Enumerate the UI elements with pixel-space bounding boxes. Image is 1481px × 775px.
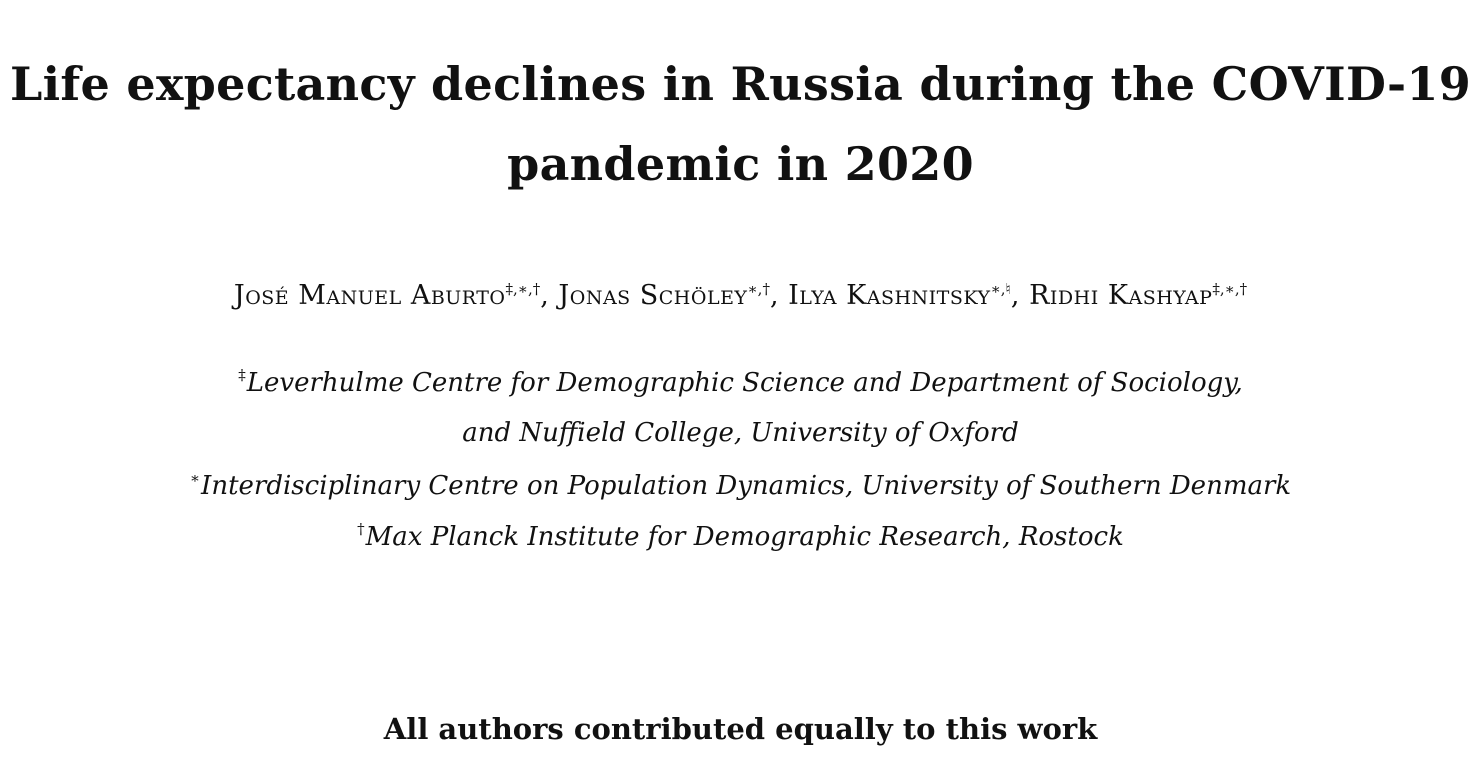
author-separator: , [1010, 280, 1030, 311]
paper-title: Life expectancy declines in Russia durin… [0, 44, 1481, 204]
affiliation-southern-denmark: ∗Interdisciplinary Centre on Population … [0, 469, 1481, 501]
affiliation-mark: † [357, 520, 365, 538]
author-list: José Manuel Aburto‡,∗,†, Jonas Schöley∗,… [0, 280, 1481, 311]
affiliation-max-planck: †Max Planck Institute for Demographic Re… [0, 520, 1481, 552]
author-separator: , [540, 280, 559, 311]
affiliation-oxford: ‡Leverhulme Centre for Demographic Scien… [0, 366, 1481, 398]
author-separator: , [769, 280, 789, 311]
equal-contribution-note: All authors contributed equally to this … [383, 712, 1098, 746]
affiliation-oxford-continued: and Nuffield College, University of Oxfo… [0, 418, 1481, 448]
paper-title-line-1: Life expectancy declines in Russia durin… [9, 57, 1472, 111]
author-affiliation-marks: ‡,∗,† [1212, 280, 1248, 298]
affiliation-mark: ‡ [238, 366, 246, 384]
author-affiliation-marks: ∗,† [747, 280, 770, 298]
author-name: Jonas Schöley [558, 280, 748, 311]
affiliation-text: Leverhulme Centre for Demographic Scienc… [246, 368, 1243, 398]
author-name: Ridhi Kashyap [1029, 280, 1213, 311]
affiliation-mark: ∗ [189, 469, 201, 487]
affiliation-text: and Nuffield College, University of Oxfo… [462, 418, 1019, 448]
affiliation-text: Interdisciplinary Centre on Population D… [201, 471, 1292, 501]
affiliation-text: Max Planck Institute for Demographic Res… [365, 522, 1124, 552]
author-name: Ilya Kashnitsky [788, 280, 991, 311]
paper-title-line-2: pandemic in 2020 [507, 137, 974, 191]
author-name: José Manuel Aburto [233, 280, 506, 311]
author-affiliation-marks: ‡,∗,† [505, 280, 541, 298]
author-affiliation-marks: ∗,♮ [990, 280, 1011, 298]
